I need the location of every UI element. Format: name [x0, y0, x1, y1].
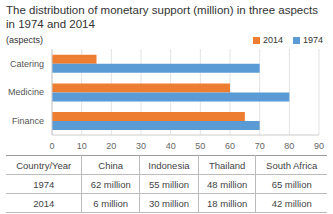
svg-text:40: 40: [166, 141, 176, 151]
html-text:Thailand: Thailand: [208, 159, 246, 171]
svg-text:50: 50: [195, 141, 205, 151]
svg-text:10: 10: [77, 141, 87, 151]
html-text:42 million: 42 million: [271, 197, 312, 209]
svg-text:Finance: Finance: [12, 116, 44, 126]
html-text:62 million: 62 million: [90, 178, 131, 190]
svg-text:90: 90: [314, 141, 324, 151]
html-text:The distribution of monetary s: The distribution of monetary support (mi…: [6, 4, 318, 30]
svg-text:30: 30: [136, 141, 146, 151]
html-text:2014: 2014: [33, 197, 55, 209]
svg-text:0: 0: [49, 141, 54, 151]
html-text:2014: 2014: [262, 35, 283, 45]
html-text:55 million: 55 million: [148, 178, 189, 190]
svg-text:20: 20: [106, 141, 116, 151]
svg-text:60: 60: [225, 141, 235, 151]
svg-text:70: 70: [255, 141, 265, 151]
html-text:65 million: 65 million: [271, 178, 312, 190]
html-text:1974: 1974: [303, 35, 323, 45]
html-text:6 million: 6 million: [93, 197, 129, 209]
html-text:China: China: [98, 159, 124, 171]
html-text:(aspects): (aspects): [6, 35, 43, 45]
svg-text:80: 80: [284, 141, 294, 151]
svg-text:Medicine: Medicine: [8, 87, 44, 97]
html-text:1974: 1974: [33, 178, 55, 190]
html-text:48 million: 48 million: [207, 178, 248, 190]
html-text:18 million: 18 million: [207, 197, 248, 209]
svg-text:Catering: Catering: [10, 59, 44, 69]
html-text:South Africa: South Africa: [266, 159, 318, 171]
html-text:30 million: 30 million: [148, 197, 189, 209]
html-text:Indonesia: Indonesia: [148, 159, 190, 171]
html-text:Country/Year: Country/Year: [16, 159, 72, 171]
